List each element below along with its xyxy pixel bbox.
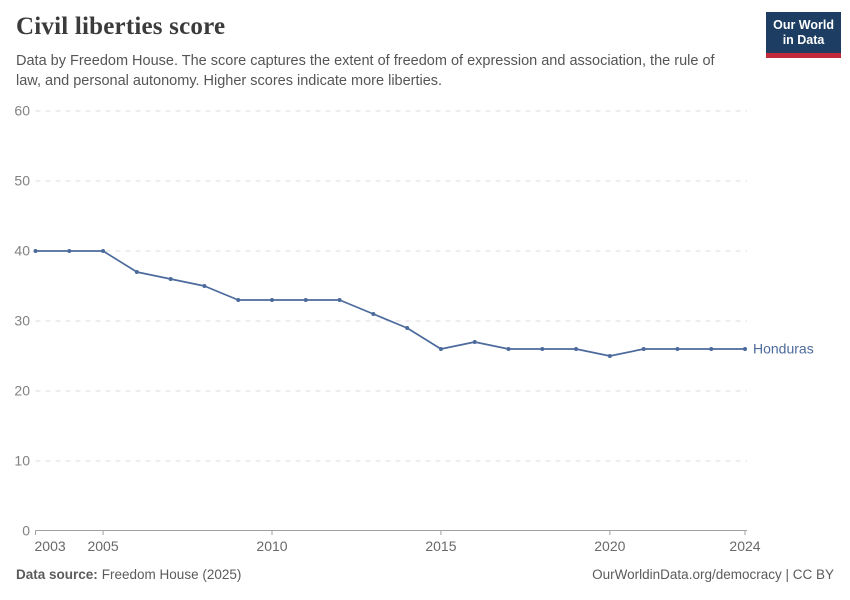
- data-point-honduras-2009[interactable]: [236, 298, 241, 302]
- owid-logo-line2: in Data: [782, 33, 825, 48]
- data-point-honduras-2016[interactable]: [472, 340, 477, 344]
- data-point-honduras-2023[interactable]: [709, 347, 714, 351]
- y-tick-label-10: 10: [14, 453, 30, 469]
- data-point-honduras-2018[interactable]: [540, 347, 545, 351]
- series-line-honduras[interactable]: [34, 250, 746, 357]
- data-source-value: Freedom House (2025): [101, 567, 242, 582]
- footer-attribution-link[interactable]: OurWorldinData.org/democracy | CC BY: [592, 567, 834, 582]
- owid-logo-line1: Our World: [773, 18, 834, 32]
- series-label-honduras[interactable]: Honduras: [753, 341, 814, 357]
- data-point-honduras-2013[interactable]: [371, 312, 376, 316]
- data-point-honduras-2024[interactable]: [743, 347, 747, 351]
- data-point-honduras-2014[interactable]: [405, 326, 410, 330]
- x-tick-label-2003: 2003: [35, 538, 66, 554]
- data-source-note: Data source: Freedom House (2025): [16, 567, 241, 582]
- chart-subtitle: Data by Freedom House. The score capture…: [16, 53, 715, 89]
- x-tick-label-2015: 2015: [425, 538, 456, 554]
- data-point-honduras-2010[interactable]: [270, 298, 274, 302]
- data-point-honduras-2015[interactable]: [438, 347, 443, 351]
- owid-logo[interactable]: Our World in Data: [766, 12, 841, 58]
- y-tick-label-40: 40: [14, 243, 30, 259]
- data-point-honduras-2003[interactable]: [33, 249, 38, 253]
- data-point-honduras-2019[interactable]: [574, 347, 579, 351]
- data-point-honduras-2020[interactable]: [607, 354, 612, 358]
- x-tick-label-2010: 2010: [256, 538, 287, 554]
- data-point-honduras-2007[interactable]: [168, 277, 173, 281]
- data-point-honduras-2011[interactable]: [303, 298, 308, 302]
- data-point-honduras-2005[interactable]: [101, 249, 106, 253]
- data-point-honduras-2004[interactable]: [67, 249, 72, 253]
- x-tick-label-2020: 2020: [594, 538, 625, 554]
- y-tick-label-50: 50: [14, 173, 30, 189]
- y-tick-label-60: 60: [14, 103, 30, 119]
- chart-title: Civil liberties score: [16, 13, 226, 40]
- data-point-honduras-2008[interactable]: [202, 284, 207, 288]
- data-point-honduras-2022[interactable]: [675, 347, 680, 351]
- data-point-honduras-2021[interactable]: [641, 347, 646, 351]
- data-point-honduras-2006[interactable]: [134, 270, 139, 274]
- x-tick-label-2005: 2005: [87, 538, 118, 554]
- data-point-honduras-2012[interactable]: [337, 298, 342, 302]
- y-tick-label-0: 0: [22, 523, 30, 539]
- y-tick-label-20: 20: [14, 383, 30, 399]
- x-tick-label-2024: 2024: [729, 538, 760, 554]
- data-point-honduras-2017[interactable]: [506, 347, 511, 351]
- footer: Data source: Freedom House (2025) OurWorl…: [16, 567, 834, 582]
- y-tick-label-30: 30: [14, 313, 30, 329]
- data-source-label: Data source:: [16, 567, 98, 582]
